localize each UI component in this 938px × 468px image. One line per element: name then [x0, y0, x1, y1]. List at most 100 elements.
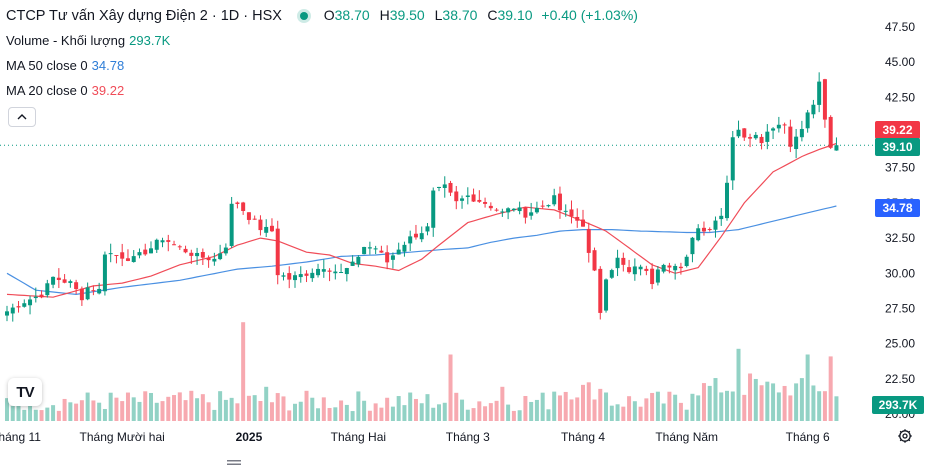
y-tick-label: 42.50: [885, 90, 915, 104]
candle-body: [241, 202, 246, 212]
ma50-value: 34.78: [91, 58, 125, 73]
candle-body: [696, 228, 701, 241]
volume-bar: [759, 385, 764, 421]
candle-body: [97, 288, 102, 294]
candle-body: [28, 299, 33, 306]
volume-bar: [45, 407, 50, 421]
pane-resize-handle-icon[interactable]: [226, 460, 242, 466]
volume-label: Volume - Khối lượng: [6, 33, 126, 48]
candle-body: [621, 257, 626, 265]
volume-bar: [385, 397, 390, 421]
volume-bar: [172, 395, 177, 421]
x-tick-label: tháng 11: [0, 430, 41, 444]
volume-bar: [408, 392, 413, 421]
candle-body: [408, 236, 413, 244]
candle-body: [218, 253, 223, 260]
volume-bar: [264, 386, 269, 421]
change-value: +0.40 (+1.03%): [541, 7, 638, 23]
volume-bar: [477, 401, 482, 421]
volume-bar: [114, 397, 119, 421]
volume-bar: [488, 403, 493, 421]
candle-body: [609, 270, 614, 278]
candle-body: [442, 184, 447, 188]
volume-bar: [241, 322, 246, 421]
close-value: 39.10: [497, 7, 533, 23]
candle-body: [788, 126, 793, 147]
candle-body: [615, 257, 620, 269]
candle-body: [540, 205, 545, 207]
volume-bar: [356, 391, 361, 421]
volume-bar: [725, 390, 729, 421]
candle-body: [811, 104, 816, 115]
volume-bar: [448, 354, 453, 421]
candle-body: [483, 201, 488, 204]
ma50-legend[interactable]: MA 50 close 0 34.78: [6, 58, 124, 73]
volume-bar: [79, 400, 84, 421]
candle-body: [460, 198, 465, 201]
candle-body: [782, 124, 787, 126]
candle-body: [85, 287, 90, 300]
volume-bar: [748, 373, 753, 421]
x-tick-label: Tháng Mười hai: [80, 430, 165, 444]
volume-bar: [811, 385, 816, 421]
volume-bar: [437, 404, 441, 421]
candle-body: [759, 136, 764, 144]
high-label: H: [379, 7, 390, 23]
candle-body: [650, 268, 655, 285]
candle-body: [10, 307, 15, 314]
candle-body: [575, 216, 580, 221]
volume-bar: [719, 392, 724, 421]
volume-bar: [56, 410, 61, 421]
candle-body: [511, 208, 516, 211]
volume-bar: [195, 398, 200, 421]
candle-body: [333, 271, 338, 274]
volume-bar: [678, 402, 683, 421]
volume-bar: [189, 390, 194, 421]
volume-bar: [258, 401, 263, 421]
candle-body: [356, 256, 361, 265]
volume-bar: [598, 388, 603, 421]
volume-bar: [39, 410, 44, 421]
ma20-value: 39.22: [91, 83, 125, 98]
x-tick-label: Tháng Hai: [331, 430, 386, 444]
candle-body: [425, 226, 430, 232]
volume-bar: [373, 403, 378, 421]
volume-bar: [707, 385, 712, 421]
candle-body: [212, 258, 217, 262]
candle-body: [246, 212, 251, 220]
candle-body: [362, 246, 367, 255]
tradingview-logo-icon[interactable]: TV: [8, 378, 42, 406]
volume-bar: [425, 394, 430, 421]
y-tick-label: 22.50: [885, 372, 915, 386]
volume-bar: [149, 392, 153, 421]
ma20-legend[interactable]: MA 20 close 0 39.22: [6, 83, 124, 98]
candle-body: [177, 246, 182, 248]
volume-bar: [350, 411, 355, 421]
volume-bar: [362, 400, 367, 421]
volume-bar: [799, 378, 804, 421]
volume-bar: [51, 405, 56, 421]
candle-body: [661, 264, 666, 272]
candle-body: [321, 269, 326, 272]
volume-bar: [569, 399, 574, 421]
volume-bar: [402, 405, 407, 421]
candle-body: [753, 134, 758, 139]
candle-body: [534, 207, 539, 213]
volume-bar: [771, 383, 776, 421]
candle-body: [316, 268, 321, 276]
y-tick-label: 32.50: [885, 231, 915, 245]
volume-legend[interactable]: Volume - Khối lượng 293.7K: [6, 33, 170, 48]
volume-bar: [143, 391, 148, 421]
volume-bar: [494, 400, 499, 421]
candle-body: [690, 237, 695, 255]
candle-body: [275, 228, 280, 276]
candle-body: [154, 239, 159, 250]
candle-body: [402, 244, 407, 252]
candle-body: [45, 283, 50, 296]
collapse-legend-button[interactable]: [8, 107, 36, 127]
candle-body: [563, 210, 568, 212]
volume-bar: [125, 392, 130, 421]
settings-gear-icon[interactable]: [897, 428, 913, 444]
volume-bar: [782, 385, 787, 421]
